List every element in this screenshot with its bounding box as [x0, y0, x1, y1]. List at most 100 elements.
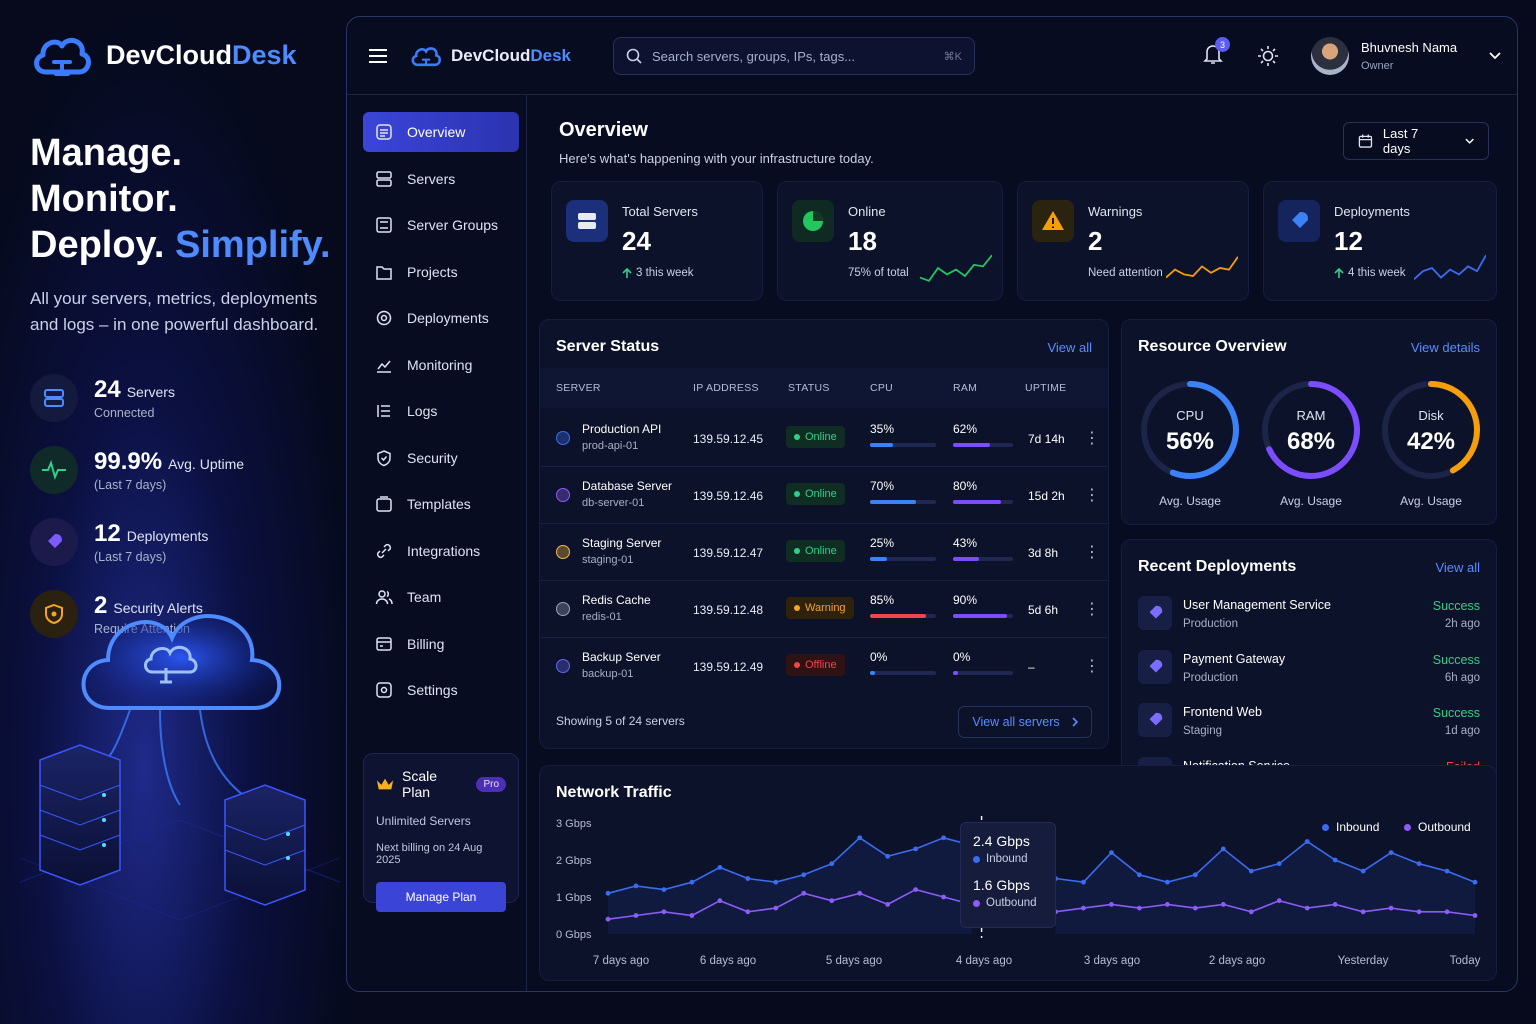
status-label: Online [805, 431, 837, 443]
hero-stat-uptime: 99.9% Avg. Uptime (Last 7 days) [30, 434, 340, 506]
ram-bar-fill [953, 614, 1007, 618]
sidebar-item-integrations[interactable]: Integrations [363, 531, 519, 571]
server-groups-icon [376, 217, 392, 233]
table-row[interactable]: Backup Server backup-01 139.59.12.49 Offlin… [540, 638, 1108, 695]
server-status-view-all-link[interactable]: View all [1047, 340, 1092, 355]
user-name: Bhuvnesh Nama [1361, 40, 1458, 55]
hero-stat-sub: (Last 7 days) [94, 478, 167, 492]
arrow-up-icon [622, 267, 632, 278]
hero-brand: DevCloudDesk [106, 40, 297, 71]
kpi-label: Deployments [1334, 204, 1410, 219]
kpi-card-total-servers[interactable]: Total Servers 24 3 this week [551, 181, 763, 301]
x-tick-label: 7 days ago [593, 955, 649, 967]
data-point-outbound [941, 894, 947, 900]
chevron-down-icon [1465, 138, 1474, 144]
status-badge: Online [786, 426, 845, 448]
sidebar-item-projects[interactable]: Projects [363, 252, 519, 292]
data-point-outbound [1388, 905, 1394, 911]
hero-subtitle: All your servers, metrics, deployments a… [30, 289, 319, 334]
data-point-inbound [1444, 868, 1450, 874]
resource-view-details-link[interactable]: View details [1410, 340, 1480, 355]
kpi-sparkline [1414, 254, 1486, 280]
data-point-inbound [1192, 872, 1198, 878]
billing-icon [376, 636, 392, 651]
deployments-view-all-link[interactable]: View all [1435, 560, 1480, 575]
hamburger-menu-icon[interactable] [369, 48, 387, 63]
y-tick-label: 3 Gbps [556, 818, 592, 830]
data-point-outbound [1444, 909, 1450, 915]
sidebar-item-servers[interactable]: Servers [363, 159, 519, 199]
cpu-percent: 85% [870, 593, 895, 607]
sidebar-item-overview[interactable]: Overview [363, 112, 519, 152]
data-point-outbound [1472, 913, 1478, 918]
kpi-card-online[interactable]: Online 18 75% of total [777, 181, 1003, 301]
sidebar-item-label: Overview [407, 124, 466, 140]
manage-plan-button[interactable]: Manage Plan [376, 882, 506, 912]
main-content: Overview Here's what's happening with yo… [527, 95, 1517, 991]
search-box[interactable]: ⌘K [613, 37, 975, 75]
kpi-card-deployments[interactable]: Deployments 12 4 this week [1263, 181, 1497, 301]
hero-stat-label: Avg. Uptime [168, 456, 245, 472]
deployment-name: Frontend Web [1183, 705, 1262, 719]
search-shortcut: ⌘K [943, 50, 962, 63]
data-point-inbound [1248, 868, 1254, 874]
deployment-item[interactable]: Frontend Web Staging Success 1d ago [1138, 699, 1480, 749]
sidebar-item-templates[interactable]: Templates [363, 484, 519, 524]
server-ip: 139.59.12.49 [693, 660, 764, 674]
server-status-dot [556, 659, 570, 673]
sidebar-item-security[interactable]: Security [363, 438, 519, 478]
server-name: Production API [582, 422, 662, 436]
more-options-icon[interactable]: ⋮ [1084, 544, 1100, 561]
gauge-ring [1382, 381, 1480, 479]
data-point-outbound [689, 913, 695, 918]
gauge-value: 42% [1406, 428, 1456, 455]
more-options-icon[interactable]: ⋮ [1084, 430, 1100, 447]
view-all-servers-button[interactable]: View all servers [958, 706, 1092, 738]
page-subtitle: Here's what's happening with your infras… [559, 151, 874, 166]
table-row[interactable]: Staging Server staging-01 139.59.12.47 Onli… [540, 524, 1108, 581]
data-point-inbound [661, 887, 667, 892]
sidebar-item-team[interactable]: Team [363, 577, 519, 617]
server-name: Database Server [582, 479, 673, 493]
sidebar-item-monitoring[interactable]: Monitoring [363, 345, 519, 385]
sidebar-item-server-groups[interactable]: Server Groups [363, 205, 519, 245]
kpi-label: Total Servers [622, 204, 698, 219]
date-range-select[interactable]: Last 7 days [1343, 122, 1489, 160]
deployment-item[interactable]: User Management Service Production Success… [1138, 592, 1480, 642]
theme-toggle[interactable] [1257, 45, 1279, 72]
data-point-inbound [745, 876, 751, 881]
sidebar-item-deployments[interactable]: Deployments [363, 298, 519, 338]
hero-stat-servers: 24 Servers Connected [30, 362, 340, 434]
hero-logo: DevCloudDesk [30, 28, 340, 82]
sidebar-item-settings[interactable]: Settings [363, 670, 519, 710]
user-menu[interactable]: Bhuvnesh Nama Owner [1311, 37, 1501, 75]
settings-icon [376, 682, 392, 698]
table-row[interactable]: Production API prod-api-01 139.59.12.45 Onl… [540, 410, 1108, 467]
x-tick-label: Yesterday [1338, 955, 1389, 967]
gauge-arc [1382, 381, 1480, 479]
plan-billing-date: Next billing on 24 Aug 2025 [376, 842, 483, 866]
table-row[interactable]: Redis Cache redis-01 139.59.12.48 Warning 85… [540, 581, 1108, 638]
table-row[interactable]: Database Server db-server-01 139.59.12.46 O… [540, 467, 1108, 524]
shield-icon [30, 590, 78, 638]
more-options-icon[interactable]: ⋮ [1084, 487, 1100, 504]
search-input[interactable] [652, 48, 934, 64]
column-header: STATUS [788, 382, 830, 394]
notifications-button[interactable]: 3 [1203, 37, 1230, 70]
gauge-label: RAM [1296, 408, 1326, 423]
kpi-card-warnings[interactable]: Warnings 2 Need attention [1017, 181, 1249, 301]
sidebar-item-logs[interactable]: Logs [363, 391, 519, 431]
chevron-right-icon [1072, 717, 1078, 727]
kpi-value: 24 [622, 226, 651, 256]
data-point-outbound [745, 909, 751, 915]
sidebar-item-billing[interactable]: Billing [363, 624, 519, 664]
deployment-item[interactable]: Payment Gateway Production Success 6h ago [1138, 646, 1480, 696]
data-point-outbound [1360, 909, 1366, 915]
data-point-outbound [661, 909, 667, 915]
cpu-bar-fill [870, 614, 927, 618]
topbar-brand[interactable]: DevCloudDesk [409, 42, 571, 70]
more-options-icon[interactable]: ⋮ [1084, 658, 1100, 675]
deployment-env: Production [1183, 671, 1238, 684]
cloud-servers-illustration [20, 614, 340, 920]
more-options-icon[interactable]: ⋮ [1084, 601, 1100, 618]
